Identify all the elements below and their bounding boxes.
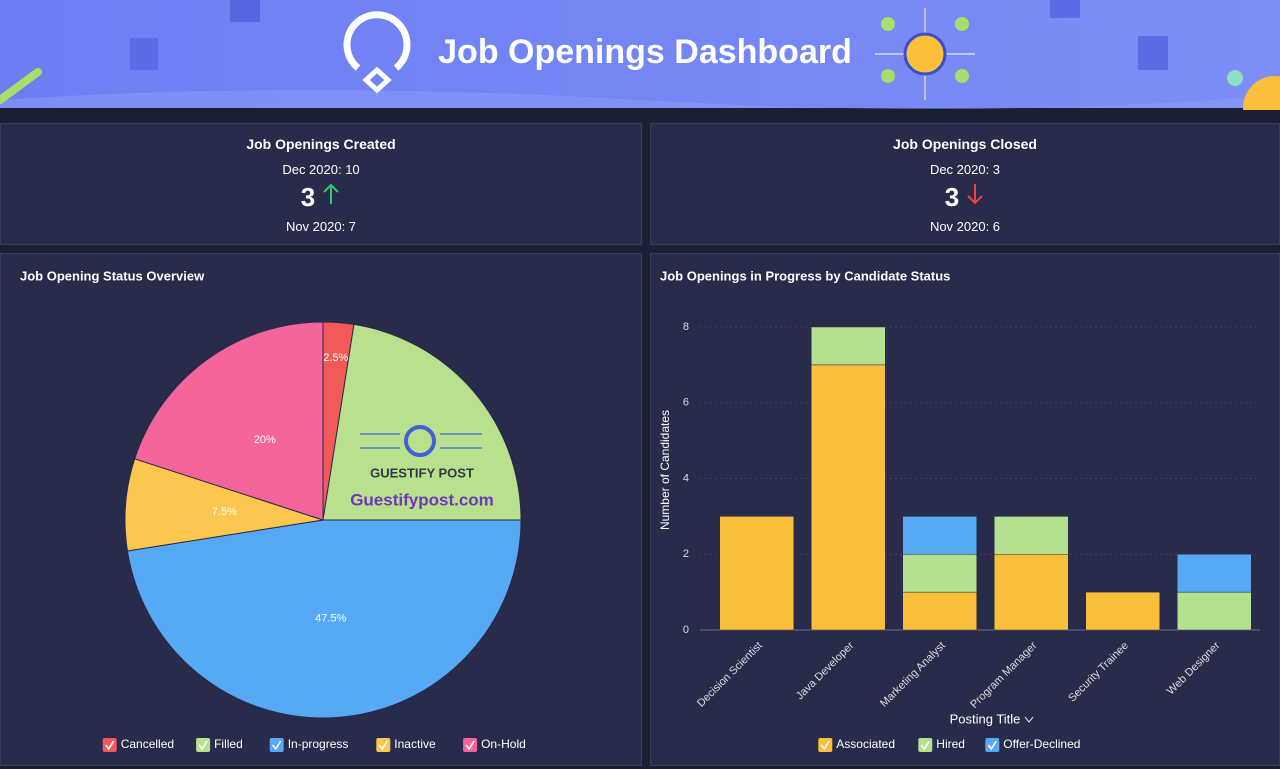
watermark-logo <box>404 425 436 457</box>
data-label: 20% <box>254 434 276 446</box>
bar-segment <box>719 516 794 631</box>
chart-title: Job Opening Status Overview <box>20 268 205 283</box>
y-tick-label: 0 <box>683 624 689 636</box>
bar-segment <box>902 554 977 593</box>
kpi-number: 3 <box>300 182 316 212</box>
legend-check <box>920 740 930 751</box>
kpi-panel: Job Openings Closed Dec 2020: 3 3 Nov 20… <box>650 123 1280 245</box>
x-tick-label: Web Designer <box>1165 639 1223 697</box>
legend-swatch <box>463 738 478 752</box>
y-tick-label: 6 <box>683 397 689 409</box>
logo <box>343 11 411 94</box>
deco <box>1050 0 1080 18</box>
pie-slice <box>134 321 324 521</box>
data-label: 7.5% <box>212 506 237 518</box>
legend-label: Cancelled <box>121 737 174 751</box>
legend-check <box>272 740 282 751</box>
wave <box>0 90 1280 109</box>
header-title: Job Openings Dashboard <box>438 33 852 71</box>
chart-title: Job Openings in Progress by Candidate St… <box>660 268 950 283</box>
kpi-value: 3 <box>651 182 1279 213</box>
legend-check <box>198 740 208 751</box>
bar-segment <box>902 516 977 555</box>
bar-segment <box>811 326 886 366</box>
legend-label: Associated <box>836 737 895 751</box>
legend-check <box>820 740 830 751</box>
x-axis-label: Posting Title <box>950 711 1021 726</box>
y-tick-label: 4 <box>683 472 689 484</box>
legend-label: Inactive <box>394 737 436 751</box>
x-tick-label: Decision Scientist <box>695 640 765 710</box>
legend-check <box>378 740 388 751</box>
y-tick-label: 8 <box>683 321 689 333</box>
kpi-title: Job Openings Created <box>246 136 396 152</box>
kpi-current: Dec 2020: 3 <box>929 162 1001 177</box>
deco <box>130 38 158 70</box>
people-icon <box>875 8 975 100</box>
legend-label: Offer-Declined <box>1003 737 1080 751</box>
deco <box>1138 36 1168 70</box>
kpi-panel: Job Openings Created Dec 2020: 10 3 Nov … <box>0 123 642 245</box>
legend-swatch <box>102 738 117 752</box>
legend-swatch <box>196 738 211 752</box>
kpi-previous: Nov 2020: 7 <box>285 219 357 234</box>
chart-panel <box>650 253 1280 766</box>
kpi-current: Dec 2020: 10 <box>282 162 360 177</box>
bar-segment <box>1085 591 1160 631</box>
bar-segment <box>1177 591 1252 631</box>
x-tick-label: Security Trainee <box>1066 640 1131 705</box>
up-arrow <box>323 183 339 204</box>
watermark: GUESTIFY POST Guestifypost.com <box>350 425 494 509</box>
deco <box>0 68 42 104</box>
deco <box>230 0 260 22</box>
data-label: 47.5% <box>315 613 346 625</box>
pie-slice <box>322 323 522 521</box>
watermark-brand: GUESTIFY POST <box>370 465 474 480</box>
legend-swatch <box>818 738 833 752</box>
legend-check <box>465 740 475 751</box>
data-label: 2.5% <box>323 352 348 364</box>
bar-segment <box>994 516 1069 555</box>
legend-swatch <box>269 738 284 752</box>
bar-segment <box>902 591 977 631</box>
legend-label: Filled <box>214 737 243 751</box>
legend-swatch <box>376 738 391 752</box>
legend-swatch <box>985 738 1000 752</box>
legend-check <box>987 740 997 751</box>
kpi-previous: Nov 2020: 6 <box>929 219 1001 234</box>
y-axis-label: Number of Candidates <box>658 410 672 530</box>
legend-label: Hired <box>936 737 965 751</box>
bar-segment <box>1177 554 1252 593</box>
deco <box>1243 76 1280 110</box>
dropdown-chevron <box>1024 716 1034 723</box>
legend-label: On-Hold <box>481 737 526 751</box>
down-arrow <box>967 184 983 205</box>
kpi-number: 3 <box>944 182 960 212</box>
x-tick-label: Marketing Analyst <box>878 640 948 710</box>
bar-segment <box>994 554 1069 631</box>
y-tick-label: 2 <box>683 548 689 560</box>
watermark-site: Guestifypost.com <box>350 490 494 509</box>
legend-swatch <box>918 738 933 752</box>
kpi-value: 3 <box>1 182 641 213</box>
watermark-lines <box>360 433 482 449</box>
legend-check <box>105 740 115 751</box>
pie-slice <box>126 519 522 719</box>
kpi-title: Job Openings Closed <box>893 136 1037 152</box>
legend-label: In-progress <box>288 737 349 751</box>
bar-segment <box>811 364 886 631</box>
x-tick-label: Java Developer <box>794 639 857 702</box>
deco <box>1227 70 1243 86</box>
header: Job Openings Dashboard <box>0 0 1280 110</box>
x-tick-label: Program Manager <box>968 639 1039 710</box>
